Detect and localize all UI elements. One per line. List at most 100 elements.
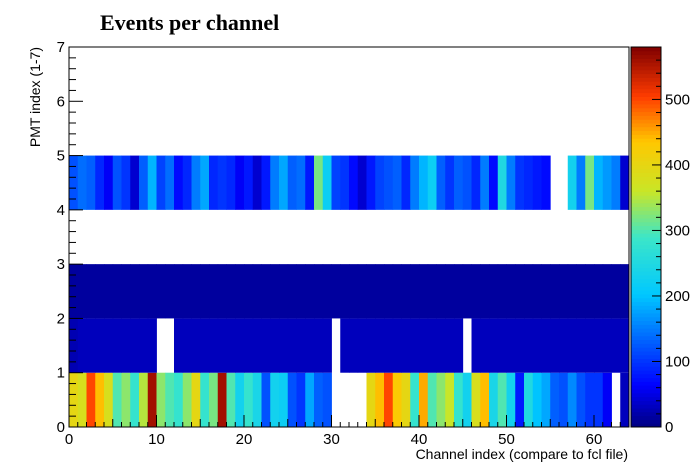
colorbar-band <box>631 256 661 261</box>
heatmap-cell <box>611 155 621 210</box>
colorbar-band <box>631 271 661 276</box>
heatmap-cell <box>305 318 315 373</box>
heatmap-cell <box>620 155 630 210</box>
y-tick-label: 0 <box>57 419 65 436</box>
heatmap-cell <box>427 372 437 427</box>
heatmap-cell <box>349 264 359 319</box>
heatmap-cell <box>445 155 455 210</box>
colorbar-band <box>631 195 661 200</box>
y-tick-label: 1 <box>57 365 65 382</box>
heatmap-cell <box>156 155 166 210</box>
colorbar-band <box>631 206 661 211</box>
heatmap-cell <box>392 155 402 210</box>
heatmap-cell <box>401 155 411 210</box>
heatmap-cell <box>532 318 542 373</box>
colorbar-band <box>631 233 661 238</box>
colorbar-band <box>631 183 661 189</box>
colorbar-band <box>631 400 661 405</box>
heatmap-cell <box>620 264 630 319</box>
heatmap-cell <box>287 155 297 210</box>
heatmap-cell <box>147 318 157 373</box>
heatmap-cell <box>252 264 262 319</box>
heatmap-cell <box>427 318 437 373</box>
colorbar-band <box>631 275 661 280</box>
heatmap-cell <box>497 372 507 427</box>
heatmap-cell <box>375 372 385 427</box>
heatmap-cell <box>445 372 455 427</box>
heatmap-cell <box>384 264 394 319</box>
colorbar-band <box>631 419 661 424</box>
heatmap-cell <box>200 372 210 427</box>
heatmap-cell <box>322 372 332 427</box>
heatmap-cell <box>340 264 350 319</box>
colorbar-band <box>631 411 661 417</box>
heatmap-cell <box>86 318 96 373</box>
heatmap-cell <box>244 264 254 319</box>
heatmap-cell <box>209 264 219 319</box>
heatmap-cell <box>95 264 105 319</box>
heatmap-cell <box>226 264 236 319</box>
heatmap-cell <box>270 372 280 427</box>
colorbar-band <box>631 335 661 341</box>
colorbar-band <box>631 54 661 59</box>
heatmap-cell <box>130 318 140 373</box>
heatmap-cell <box>261 155 271 210</box>
y-axis-label: PMT index (1-7) <box>27 47 43 147</box>
heatmap-cell <box>524 155 534 210</box>
heatmap-cell <box>567 372 577 427</box>
heatmap-cell <box>410 318 420 373</box>
heatmap-cell <box>182 372 192 427</box>
colorbar-band <box>631 218 661 223</box>
colorbar-band <box>631 415 661 420</box>
heatmap-cell <box>69 155 79 210</box>
heatmap-cell <box>217 318 227 373</box>
heatmap-cell <box>209 155 219 210</box>
heatmap-cell <box>279 372 289 427</box>
colorbar-band <box>631 92 661 97</box>
heatmap-cell <box>576 155 586 210</box>
colorbar-band <box>631 290 661 295</box>
heatmap-cell <box>279 264 289 319</box>
colorbar-band <box>631 297 661 303</box>
heatmap-cell <box>95 318 105 373</box>
heatmap-cell <box>410 372 420 427</box>
heatmap-cell <box>366 318 376 373</box>
heatmap-cell <box>296 372 306 427</box>
heatmap-cell <box>270 264 280 319</box>
colorbar-tick-label: 400 <box>665 157 690 174</box>
heatmap-cell <box>174 318 184 373</box>
heatmap-cell <box>322 264 332 319</box>
colorbar-band <box>631 85 661 90</box>
heatmap-cell <box>436 318 446 373</box>
colorbar-frame <box>630 46 662 428</box>
colorbar-band <box>631 301 661 306</box>
colorbar-band <box>631 130 661 135</box>
heatmap-cell <box>366 372 376 427</box>
heatmap-cell <box>270 318 280 373</box>
colorbar-band <box>631 149 661 154</box>
heatmap-cell <box>279 318 289 373</box>
heatmap-cell <box>454 372 464 427</box>
heatmap-cell <box>506 264 516 319</box>
heatmap-cell <box>244 318 254 373</box>
heatmap-cell <box>200 155 210 210</box>
heatmap-cell <box>375 318 385 373</box>
colorbar-band <box>631 396 661 401</box>
heatmap-cell <box>384 155 394 210</box>
heatmap-cell <box>147 372 157 427</box>
heatmap-cell <box>410 155 420 210</box>
heatmap-cell <box>471 318 481 373</box>
heatmap-cell <box>104 155 114 210</box>
colorbar-band <box>631 248 661 253</box>
x-axis-label: Channel index (compare to fcl file) <box>416 446 628 462</box>
heatmap-cell <box>139 318 149 373</box>
colorbar-band <box>631 324 661 329</box>
heatmap-cell <box>200 318 210 373</box>
heatmap-cell <box>515 372 525 427</box>
colorbar-band <box>631 339 661 344</box>
heatmap-cell <box>401 372 411 427</box>
colorbar-band <box>631 240 661 246</box>
colorbar-band <box>631 332 661 337</box>
colorbar-band <box>631 107 661 113</box>
heatmap-cell <box>559 372 569 427</box>
